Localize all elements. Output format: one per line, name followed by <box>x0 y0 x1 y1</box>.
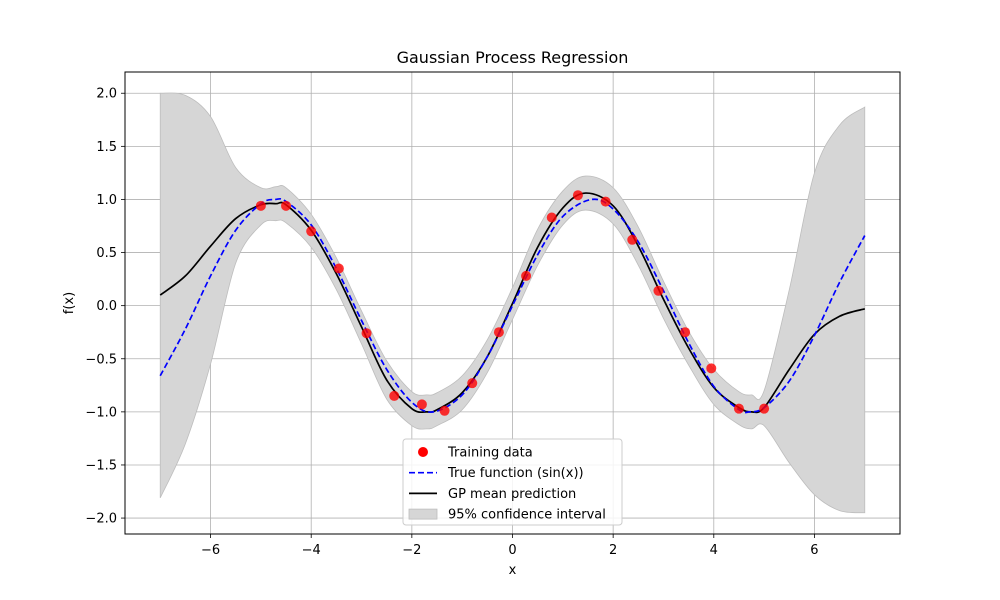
true-function-line <box>159 197 866 414</box>
chart-title: Gaussian Process Regression <box>397 48 629 67</box>
legend-label: True function (sin(x)) <box>447 466 584 481</box>
y-tick-label: −2.0 <box>85 512 117 527</box>
training-point <box>281 200 292 211</box>
legend-label: Training data <box>447 446 533 461</box>
training-point <box>680 327 691 338</box>
x-tick-label: 2 <box>609 543 617 558</box>
y-tick-label: 0.0 <box>96 299 117 314</box>
training-point <box>600 196 611 207</box>
training-point <box>521 270 532 281</box>
y-tick-label: 1.0 <box>96 193 117 208</box>
data-layer <box>159 92 866 514</box>
training-point <box>389 390 400 401</box>
y-tick-label: −0.5 <box>85 352 117 367</box>
y-tick-label: 2.0 <box>96 87 117 102</box>
training-point <box>706 363 717 374</box>
training-point <box>255 200 266 211</box>
training-point <box>306 226 317 237</box>
legend-marker-training <box>418 447 428 457</box>
y-tick-label: −1.0 <box>85 405 117 420</box>
training-point <box>416 399 427 410</box>
legend-swatch-band <box>408 508 438 520</box>
training-point <box>733 403 744 414</box>
training-point <box>572 190 583 201</box>
training-point <box>759 403 770 414</box>
training-point <box>653 285 664 296</box>
y-tick-label: 0.5 <box>96 246 117 261</box>
x-tick-label: 0 <box>508 543 516 558</box>
x-axis-label: x <box>509 563 517 578</box>
y-axis-label: f(x) <box>62 292 77 314</box>
training-point <box>493 327 504 338</box>
legend-label: 95% confidence interval <box>448 508 606 523</box>
legend-label: GP mean prediction <box>448 487 576 502</box>
training-point <box>546 212 557 223</box>
y-tick-label: 1.5 <box>96 140 117 155</box>
training-point <box>467 378 478 389</box>
legend-box <box>402 438 623 526</box>
legend: Training data True function (sin(x)) GP me… <box>402 438 623 526</box>
x-tick-label: 4 <box>710 543 718 558</box>
x-tick-label: 6 <box>810 543 818 558</box>
axis-layer: −6 −4 −2 0 2 4 6 −2.0 −1.5 −1.0 −0.5 0.0 0.5 1.0 1.5 2.… <box>85 87 818 558</box>
training-point <box>361 328 372 339</box>
training-point <box>439 405 450 416</box>
x-tick-label: −6 <box>201 543 220 558</box>
training-point <box>333 263 344 274</box>
y-tick-label: −1.5 <box>85 458 117 473</box>
training-point <box>627 234 638 245</box>
x-tick-label: −4 <box>302 543 321 558</box>
x-tick-label: −2 <box>402 543 421 558</box>
